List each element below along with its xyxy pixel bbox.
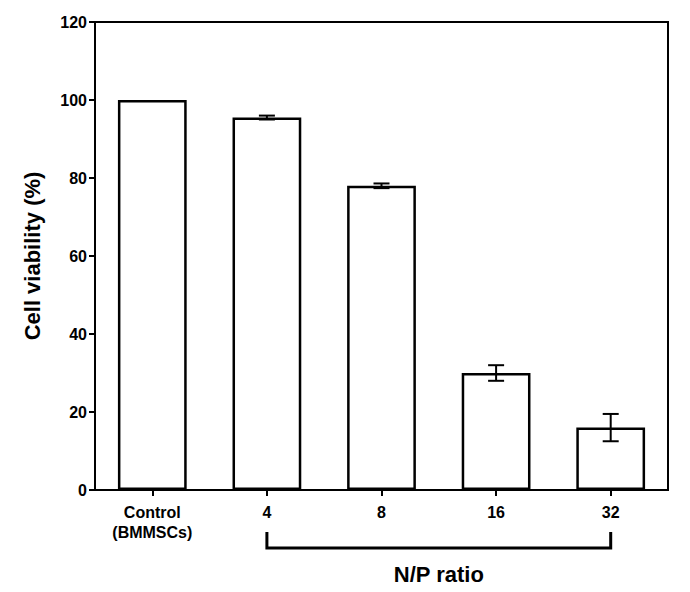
svg-text:20: 20 xyxy=(69,404,87,421)
svg-text:32: 32 xyxy=(602,504,620,521)
svg-text:N/P ratio: N/P ratio xyxy=(394,562,484,587)
svg-text:16: 16 xyxy=(487,504,505,521)
svg-text:120: 120 xyxy=(60,14,87,31)
svg-text:Control: Control xyxy=(124,504,181,521)
svg-text:Cell viability (%): Cell viability (%) xyxy=(20,172,45,341)
svg-text:60: 60 xyxy=(69,248,87,265)
svg-text:4: 4 xyxy=(262,504,271,521)
svg-text:0: 0 xyxy=(78,482,87,499)
svg-text:80: 80 xyxy=(69,170,87,187)
svg-text:(BMMSCs): (BMMSCs) xyxy=(112,524,192,541)
svg-text:100: 100 xyxy=(60,92,87,109)
svg-text:8: 8 xyxy=(377,504,386,521)
svg-text:40: 40 xyxy=(69,326,87,343)
